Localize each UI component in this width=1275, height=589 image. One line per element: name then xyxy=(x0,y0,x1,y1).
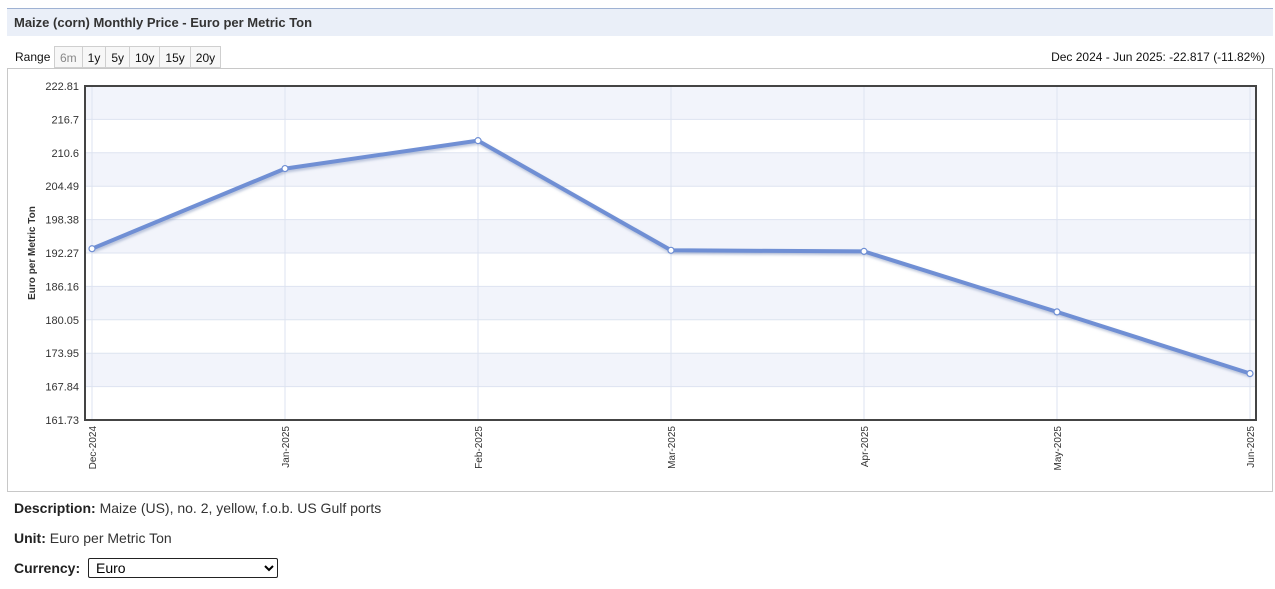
x-tick-label: Jun-2025 xyxy=(1246,426,1257,468)
y-tick-label: 180.05 xyxy=(45,315,79,327)
chart-container: 222.81 216.7 210.6 204.49 198.38 192.27 186.16… xyxy=(7,68,1273,492)
range-10y-button[interactable]: 10y xyxy=(130,46,161,68)
unit-row: Unit: Euro per Metric Ton xyxy=(14,530,172,546)
y-tick-label: 198.38 xyxy=(45,215,79,227)
y-tick-label: 186.16 xyxy=(45,281,79,293)
x-tick-label: May-2025 xyxy=(1053,426,1064,471)
description-value: Maize (US), no. 2, yellow, f.o.b. US Gul… xyxy=(99,500,382,516)
price-line-chart: 222.81 216.7 210.6 204.49 198.38 192.27 186.16… xyxy=(27,81,1257,471)
range-1y-button[interactable]: 1y xyxy=(82,46,107,68)
y-tick-label: 210.6 xyxy=(51,148,79,160)
data-point[interactable] xyxy=(860,247,868,255)
currency-label: Currency: xyxy=(14,560,81,576)
x-axis-ticks: Dec-2024 Jan-2025 Feb-2025 Mar-2025 Apr-2025… xyxy=(88,426,1257,471)
y-tick-label: 161.73 xyxy=(45,415,79,427)
range-5y-button[interactable]: 5y xyxy=(106,46,131,68)
description-row: Description: Maize (US), no. 2, yellow, … xyxy=(14,500,381,516)
y-tick-label: 204.49 xyxy=(45,181,79,193)
x-tick-label: Dec-2024 xyxy=(88,426,99,470)
range-label: Range xyxy=(15,50,51,64)
plot-area-border xyxy=(84,85,1257,421)
page-title: Maize (corn) Monthly Price - Euro per Me… xyxy=(7,8,1273,36)
data-point[interactable] xyxy=(667,246,675,254)
y-tick-label: 173.95 xyxy=(45,348,79,360)
range-toolbar: Range 6m 1y 5y 10y 15y 20y Dec 2024 - Ju… xyxy=(7,45,1273,69)
x-tick-label: Mar-2025 xyxy=(667,426,678,469)
range-15y-button[interactable]: 15y xyxy=(160,46,191,68)
data-point[interactable] xyxy=(1053,308,1061,316)
data-points xyxy=(88,137,1254,378)
data-point[interactable] xyxy=(474,137,482,145)
unit-label: Unit: xyxy=(14,530,46,546)
y-tick-label: 216.7 xyxy=(51,114,79,126)
data-point[interactable] xyxy=(281,164,289,173)
grid-lines xyxy=(85,85,1256,420)
description-label: Description: xyxy=(14,500,96,516)
range-button-group: 6m 1y 5y 10y 15y 20y xyxy=(54,46,222,68)
price-change-summary: Dec 2024 - Jun 2025: -22.817 (-11.82%) xyxy=(1051,50,1265,64)
x-tick-label: Jan-2025 xyxy=(281,426,292,468)
y-tick-label: 167.84 xyxy=(45,382,79,394)
unit-value: Euro per Metric Ton xyxy=(49,530,172,546)
y-axis-label: Euro per Metric Ton xyxy=(27,206,38,300)
x-tick-label: Feb-2025 xyxy=(474,426,485,469)
y-tick-label: 192.27 xyxy=(45,248,79,260)
range-20y-button[interactable]: 20y xyxy=(190,46,222,68)
y-tick-label: 222.81 xyxy=(45,81,79,93)
range-6m-button[interactable]: 6m xyxy=(54,46,83,68)
data-point[interactable] xyxy=(88,245,96,253)
currency-select[interactable]: Euro xyxy=(88,558,278,578)
data-point[interactable] xyxy=(1246,369,1254,378)
x-tick-label: Apr-2025 xyxy=(860,426,871,468)
y-axis-ticks: 222.81 216.7 210.6 204.49 198.38 192.27 186.16… xyxy=(45,81,79,427)
currency-row: Currency: xyxy=(14,560,80,576)
